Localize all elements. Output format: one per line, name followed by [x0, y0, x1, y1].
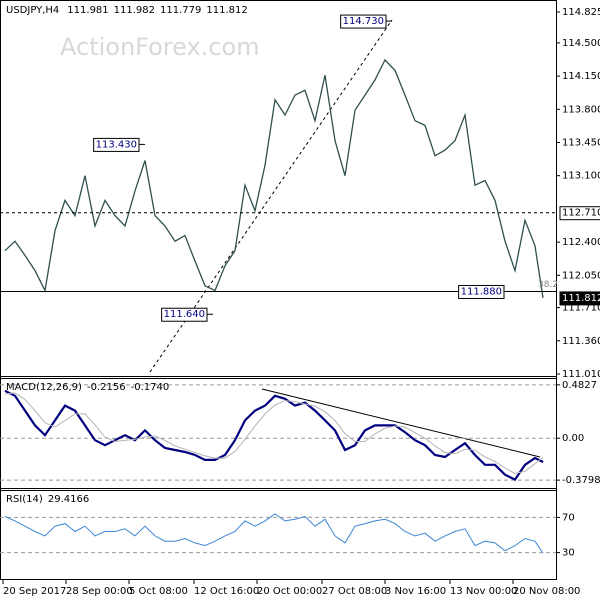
last-price: 111.812: [562, 293, 600, 304]
y-tick-label: 111.360: [562, 336, 600, 347]
y-tick-label: 70: [562, 512, 575, 523]
x-tick-label: 20 Oct 00:00: [257, 586, 322, 597]
annotation: 111.880: [461, 286, 502, 297]
plot-border: [0, 0, 557, 580]
data-line: [4, 389, 544, 482]
x-tick-label: 20 Sep 2017: [3, 586, 66, 597]
y-tick-label: 112.050: [562, 270, 600, 281]
y-tick-label: 111.010: [562, 369, 600, 380]
macd-trend-line: [261, 388, 541, 458]
symbol: USDJPY,H4: [6, 5, 59, 16]
x-tick-label: 5 Oct 08:00: [129, 586, 188, 597]
data-line: [4, 392, 544, 475]
y-tick-label: 114.825: [562, 7, 600, 18]
y-tick-label: 113.450: [562, 138, 600, 149]
x-tick-label: 20 Nov 08:00: [513, 586, 580, 597]
indicator-readout: 29.4166: [48, 494, 89, 505]
x-tick-label: 12 Oct 16:00: [194, 586, 259, 597]
y-tick-label: 113.100: [562, 171, 600, 182]
y-tick-label: 112.400: [562, 237, 600, 248]
data-line: [4, 513, 544, 554]
y-tick-label: 114.150: [562, 71, 600, 82]
y-tick-label: 0.00: [562, 433, 584, 444]
frame: [0, 0, 557, 580]
annotation: 113.430: [96, 139, 137, 150]
watermark: ActionForex.com: [60, 33, 260, 61]
y-tick-label: 0.4827: [562, 380, 597, 391]
ohlc-value: 111.779: [160, 5, 201, 16]
y-tick-label: 30: [562, 548, 575, 559]
x-tick-label: 13 Nov 00:00: [450, 586, 517, 597]
ohlc-value: 111.812: [206, 5, 247, 16]
y-tick-label: 114.500: [562, 38, 600, 49]
x-tick-label: 27 Oct 08:00: [322, 586, 387, 597]
y-tick-label: 111.710: [562, 303, 600, 314]
fib-label: 38.2: [538, 280, 558, 290]
indicator-title: RSI(14): [6, 494, 43, 505]
indicator-readout: -0.1740: [131, 382, 170, 393]
y-tick-label: 113.800: [562, 104, 600, 115]
data-line: [4, 58, 544, 298]
indicator-title: MACD(12,26,9): [6, 382, 82, 393]
y-tick-label: -0.3798: [562, 475, 600, 486]
x-tick-label: 28 Sep 00:00: [66, 586, 133, 597]
label-box: [559, 206, 600, 221]
trend-line: [149, 19, 393, 373]
level-label: 112.710: [562, 208, 600, 219]
label-box: [559, 291, 600, 306]
annotation: 111.640: [164, 309, 205, 320]
x-tick-label: 3 Nov 16:00: [385, 586, 446, 597]
indicator-readout: -0.2156: [87, 382, 126, 393]
ohlc-value: 111.981: [67, 5, 108, 16]
ohlc-value: 111.982: [114, 5, 155, 16]
annotation: 114.730: [343, 16, 384, 27]
